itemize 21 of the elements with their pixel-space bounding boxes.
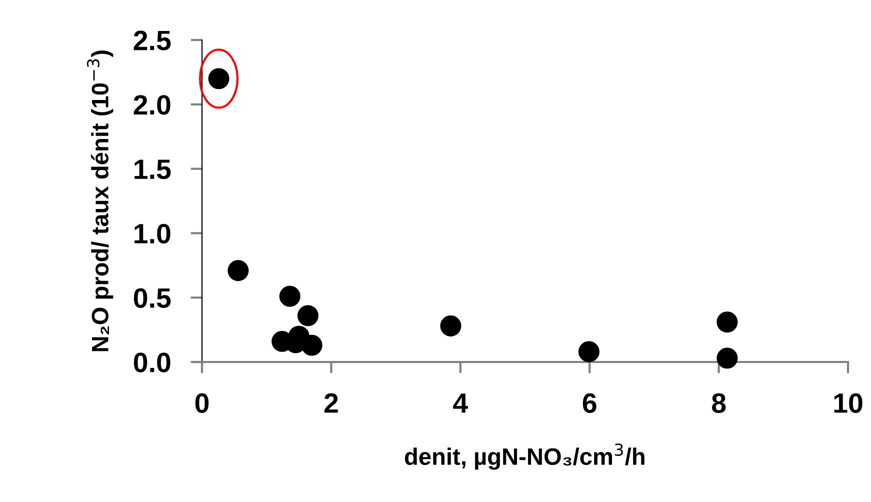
point — [279, 286, 300, 307]
x-tick-label: 2 — [324, 393, 338, 413]
y-tick-label: 2.0 — [134, 95, 170, 115]
x-tick-label: 10 — [834, 393, 862, 413]
y-tick-label: 0.5 — [134, 288, 171, 308]
y-tick-label: 2.5 — [134, 30, 171, 50]
y-tick-label: 0.0 — [134, 352, 170, 372]
point — [716, 348, 738, 369]
point — [716, 312, 738, 333]
point — [228, 260, 249, 282]
y-tick-label: 1.5 — [134, 160, 171, 180]
x-tick-label: 4 — [453, 394, 468, 413]
y-tick-label: 1.0 — [134, 224, 170, 244]
point — [297, 305, 318, 326]
y-axis-title: N₂O prod/ taux dénit (10$^{−3}$) — [86, 50, 114, 352]
x-tick-label: 0 — [195, 393, 209, 413]
point — [578, 341, 600, 362]
x-tick-label: 8 — [712, 393, 726, 413]
x-axis-title: denit, µgN-NO₃/cm$^{3}$/h — [404, 443, 644, 470]
point — [440, 315, 462, 336]
x-tick-label: 6 — [582, 393, 596, 413]
